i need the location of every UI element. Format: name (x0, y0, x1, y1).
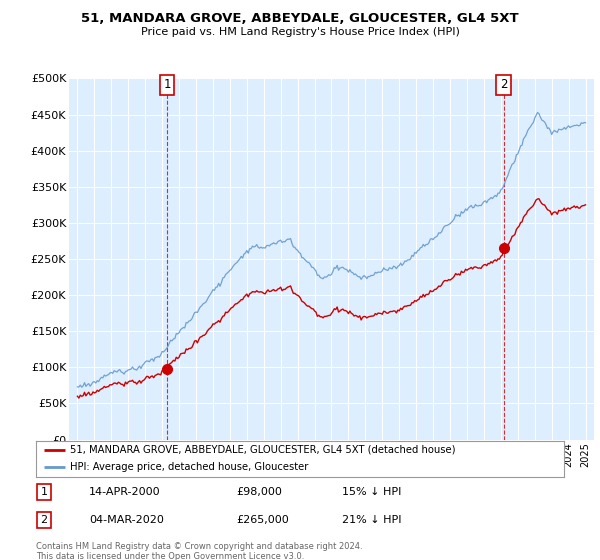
Text: 1: 1 (163, 78, 171, 91)
Text: 2: 2 (500, 78, 508, 91)
Text: 1: 1 (40, 487, 47, 497)
Text: 2: 2 (40, 515, 47, 525)
Text: 51, MANDARA GROVE, ABBEYDALE, GLOUCESTER, GL4 5XT: 51, MANDARA GROVE, ABBEYDALE, GLOUCESTER… (81, 12, 519, 25)
Text: 15% ↓ HPI: 15% ↓ HPI (342, 487, 401, 497)
Text: 51, MANDARA GROVE, ABBEYDALE, GLOUCESTER, GL4 5XT (detached house): 51, MANDARA GROVE, ABBEYDALE, GLOUCESTER… (70, 445, 456, 455)
Text: £265,000: £265,000 (236, 515, 289, 525)
Text: Price paid vs. HM Land Registry's House Price Index (HPI): Price paid vs. HM Land Registry's House … (140, 27, 460, 37)
Text: £98,000: £98,000 (236, 487, 283, 497)
Text: 04-MAR-2020: 04-MAR-2020 (89, 515, 164, 525)
Text: Contains HM Land Registry data © Crown copyright and database right 2024.
This d: Contains HM Land Registry data © Crown c… (36, 542, 362, 560)
Text: 21% ↓ HPI: 21% ↓ HPI (342, 515, 402, 525)
Text: HPI: Average price, detached house, Gloucester: HPI: Average price, detached house, Glou… (70, 462, 308, 472)
Text: 14-APR-2000: 14-APR-2000 (89, 487, 160, 497)
